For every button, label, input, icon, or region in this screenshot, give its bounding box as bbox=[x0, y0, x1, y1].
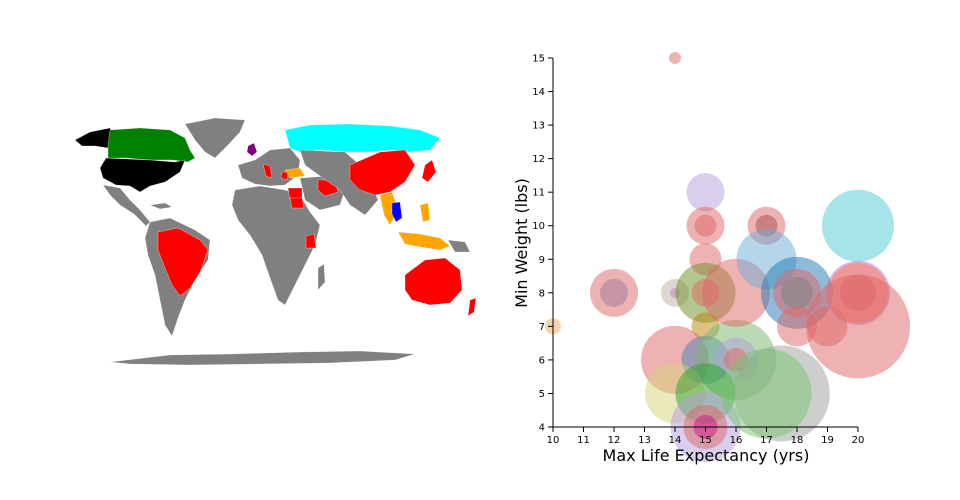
world-map bbox=[74, 117, 477, 366]
y-tick-label-0: 4 bbox=[539, 423, 545, 434]
bubble-38[interactable] bbox=[806, 274, 910, 379]
x-tick-label-2: 12 bbox=[608, 435, 621, 446]
region-philippines bbox=[419, 202, 431, 223]
y-tick-label-11: 15 bbox=[532, 54, 545, 65]
region-brazil bbox=[157, 227, 209, 297]
region-new-zealand bbox=[467, 297, 477, 317]
x-tick-label-0: 10 bbox=[547, 435, 560, 446]
region-greenland bbox=[184, 117, 246, 159]
y-tick-label-9: 13 bbox=[532, 121, 545, 132]
x-axis-title: Max Life Expectancy (yrs) bbox=[603, 446, 810, 465]
axes: 10 11 12 13 14 15 16 17 18 19 20 4 5 6 7 8 9 10 11 12 13 14 15 bbox=[532, 54, 864, 447]
y-tick-label-3: 7 bbox=[539, 322, 545, 333]
region-kenya bbox=[305, 233, 317, 249]
y-tick-label-7: 11 bbox=[532, 188, 545, 199]
y-tick-label-8: 12 bbox=[532, 154, 545, 165]
y-tick-label-10: 14 bbox=[532, 87, 545, 98]
bubble-0[interactable] bbox=[669, 52, 681, 64]
region-indonesia bbox=[397, 231, 451, 251]
region-turkey bbox=[284, 167, 306, 179]
y-tick-label-2: 6 bbox=[539, 355, 545, 366]
x-tick-label-5: 15 bbox=[699, 435, 712, 446]
bubble-6[interactable] bbox=[686, 173, 725, 212]
region-china bbox=[349, 149, 416, 196]
region-caribbean bbox=[149, 202, 173, 210]
x-tick-label-8: 18 bbox=[791, 435, 804, 446]
y-axis-title: Min Weight (lbs) bbox=[512, 178, 531, 308]
y-tick-label-6: 10 bbox=[532, 221, 545, 232]
y-tick-label-1: 5 bbox=[539, 389, 545, 400]
x-tick-label-6: 16 bbox=[730, 435, 743, 446]
region-japan bbox=[421, 159, 437, 183]
y-tick-label-5: 9 bbox=[539, 255, 545, 266]
region-madagascar bbox=[317, 263, 326, 291]
x-tick-label-1: 11 bbox=[577, 435, 590, 446]
region-papua-new-guinea bbox=[447, 239, 471, 253]
region-central-america bbox=[102, 184, 151, 227]
region-greece bbox=[280, 171, 289, 181]
x-tick-label-4: 14 bbox=[669, 435, 682, 446]
region-uk bbox=[246, 142, 258, 157]
region-thailand bbox=[391, 201, 403, 223]
bubble-29[interactable] bbox=[781, 276, 813, 309]
x-tick-label-7: 17 bbox=[760, 435, 773, 446]
bubble-3[interactable] bbox=[600, 278, 628, 307]
region-antarctica bbox=[109, 350, 416, 366]
x-tick-label-3: 13 bbox=[638, 435, 651, 446]
bubble-32[interactable] bbox=[721, 348, 812, 439]
x-tick-label-10: 20 bbox=[852, 435, 865, 446]
region-italy bbox=[262, 163, 273, 179]
bubble-8[interactable] bbox=[694, 214, 717, 237]
region-saudi-arabia bbox=[289, 197, 305, 209]
bubble-layer bbox=[545, 52, 910, 462]
region-usa bbox=[99, 157, 186, 193]
x-tick-label-9: 19 bbox=[821, 435, 834, 446]
y-tick-label-4: 8 bbox=[539, 288, 545, 299]
bubble-34[interactable] bbox=[822, 189, 894, 262]
region-australia bbox=[404, 257, 463, 306]
